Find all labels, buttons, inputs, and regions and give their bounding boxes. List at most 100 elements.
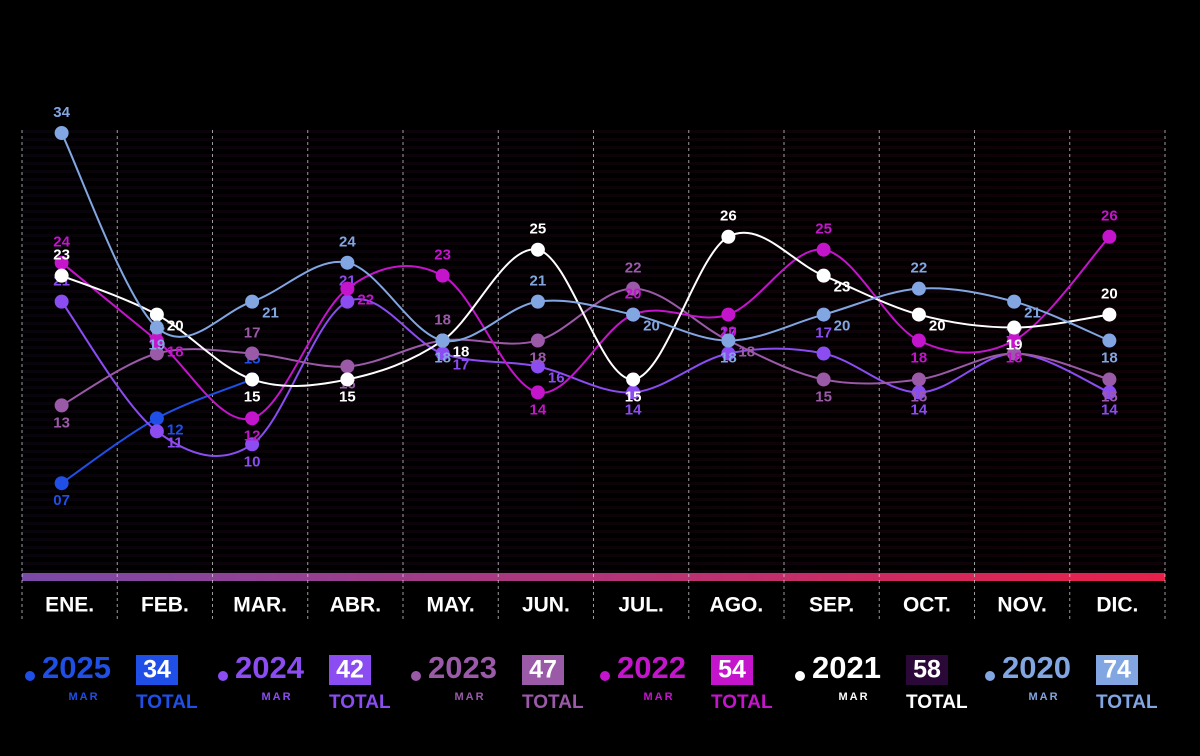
- data-point: [245, 294, 260, 309]
- data-point: [911, 333, 926, 348]
- x-tick-label: AGO.: [710, 594, 764, 617]
- legend-year: 2023: [428, 650, 497, 685]
- data-point: [435, 333, 450, 348]
- x-tick-label: ENE.: [45, 594, 94, 617]
- x-tick-label: JUN.: [522, 594, 570, 617]
- legend-total: 47: [529, 656, 557, 684]
- data-label: 14: [625, 401, 642, 418]
- legend-year: 2025: [42, 650, 111, 685]
- data-point: [54, 126, 69, 140]
- x-tick-label: MAR.: [233, 594, 287, 617]
- legend-period: MAR: [838, 691, 869, 703]
- data-label: 14: [911, 401, 928, 418]
- data-label: 18: [911, 349, 928, 366]
- data-label: 20: [929, 318, 946, 335]
- data-label: 21: [262, 305, 279, 322]
- x-tick-label: OCT.: [903, 594, 951, 617]
- data-point: [1102, 372, 1117, 387]
- data-label: 18: [434, 349, 451, 366]
- legend-total: 34: [143, 656, 171, 684]
- data-point: [721, 229, 736, 244]
- legend-total-box: [906, 655, 948, 685]
- data-point: [340, 372, 355, 387]
- x-tick-label: ABR.: [330, 594, 381, 617]
- data-point: [435, 268, 450, 283]
- data-point: [530, 385, 545, 400]
- data-label: 25: [815, 221, 832, 238]
- legend-total-box: [329, 655, 371, 685]
- legend-year: 2022: [617, 650, 686, 685]
- legend-total: 74: [1103, 656, 1131, 684]
- legend-period: MAR: [1028, 691, 1059, 703]
- legend-dot: [411, 671, 421, 681]
- data-point: [1007, 294, 1022, 309]
- data-point: [816, 268, 831, 283]
- data-point: [340, 359, 355, 374]
- data-label: 10: [244, 453, 261, 470]
- data-point: [626, 385, 641, 400]
- data-label: 18: [1101, 349, 1118, 366]
- data-label: 19: [1006, 337, 1023, 354]
- data-point: [816, 307, 831, 322]
- data-label: 18: [167, 343, 184, 360]
- x-tick-label: SEP.: [809, 594, 854, 617]
- data-point: [1102, 385, 1117, 400]
- data-label: 20: [167, 318, 184, 335]
- legend-total-box: [711, 655, 753, 685]
- legend-total-label: TOTAL: [906, 692, 968, 713]
- data-point: [1007, 320, 1022, 335]
- legend-total: 42: [336, 656, 364, 684]
- data-label: 22: [625, 260, 642, 277]
- data-point: [149, 346, 164, 361]
- legend-total-label: TOTAL: [1096, 692, 1158, 713]
- data-point: [911, 385, 926, 400]
- data-point: [245, 437, 260, 452]
- data-point: [530, 294, 545, 309]
- data-label: 16: [548, 369, 565, 386]
- data-label: 24: [339, 234, 356, 251]
- data-point: [1102, 307, 1117, 322]
- legend-period: MAR: [261, 691, 292, 703]
- data-label: 15: [815, 388, 832, 405]
- data-label: 15: [911, 388, 928, 405]
- data-label: 17: [815, 324, 832, 341]
- legend-dot: [25, 671, 35, 681]
- data-label: 20: [643, 318, 660, 335]
- legend-year: 2021: [812, 650, 881, 685]
- legend-year: 2024: [235, 650, 305, 685]
- data-point: [54, 255, 69, 270]
- legend-total-label: TOTAL: [711, 692, 773, 713]
- legend-total-box: [136, 655, 178, 685]
- legend-dot: [218, 671, 228, 681]
- x-tick-label: FEB.: [141, 594, 189, 617]
- data-label: 20: [834, 318, 851, 335]
- data-point: [1007, 333, 1022, 348]
- data-point: [721, 346, 736, 361]
- data-point: [54, 476, 69, 491]
- data-point: [1102, 229, 1117, 244]
- data-point: [911, 372, 926, 387]
- data-point: [149, 424, 164, 439]
- data-point: [340, 255, 355, 270]
- data-point: [1007, 346, 1022, 361]
- data-label: 18: [1006, 349, 1023, 366]
- data-point: [626, 281, 641, 296]
- legend-total-label: TOTAL: [136, 692, 198, 713]
- x-tick-label: MAY.: [427, 594, 475, 617]
- data-label: 21: [1024, 305, 1041, 322]
- data-label: 14: [530, 401, 547, 418]
- data-point: [626, 372, 641, 387]
- legend-dot: [985, 671, 995, 681]
- legend-total-label: TOTAL: [522, 692, 584, 713]
- data-label: 15: [244, 388, 261, 405]
- data-point: [530, 242, 545, 257]
- data-point: [626, 307, 641, 322]
- data-point: [816, 372, 831, 387]
- data-point: [149, 307, 164, 322]
- legend-period: MAR: [643, 691, 674, 703]
- legend-dot: [795, 671, 805, 681]
- data-point: [530, 333, 545, 348]
- data-point: [54, 294, 69, 309]
- data-label: 12: [167, 421, 184, 438]
